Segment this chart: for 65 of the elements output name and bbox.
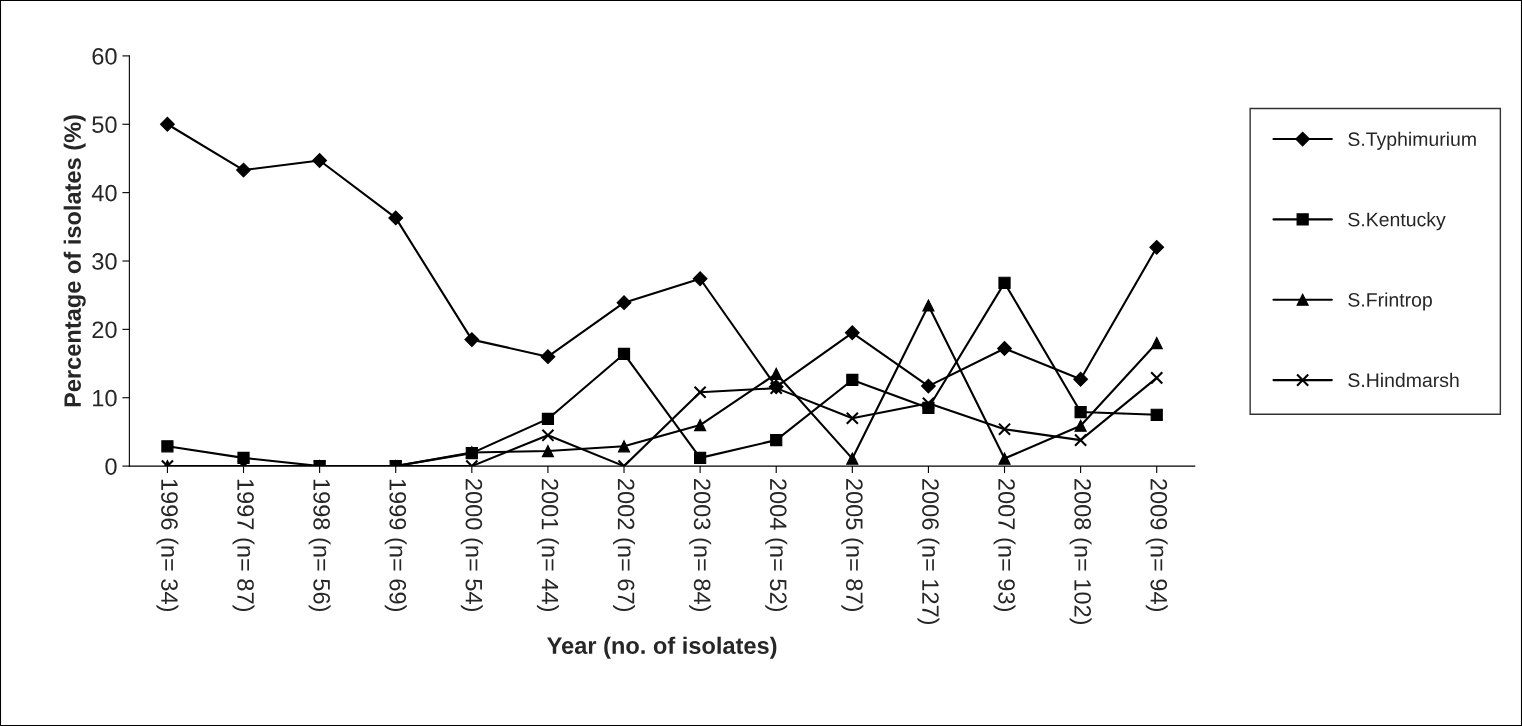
point [388, 210, 404, 226]
point [464, 332, 480, 348]
x-tick-label: 2009 (n= 94) [1145, 479, 1168, 611]
point [846, 373, 859, 387]
legend-label: S.Frintrop [1348, 292, 1432, 311]
x-tick-label: 2003 (n= 84) [689, 479, 712, 611]
point [616, 295, 632, 311]
point [997, 341, 1012, 356]
x-tick-label: 2008 (n= 102) [1069, 479, 1092, 625]
y-axis-title: Percentage of isolates (%) [63, 115, 86, 407]
point [1149, 239, 1165, 255]
x-tick-label: 1997 (n= 87) [232, 479, 255, 611]
point [541, 428, 555, 442]
point [541, 444, 555, 458]
point [692, 271, 708, 287]
legend-label: S.Kentucky [1348, 212, 1446, 231]
x-tick-label: 2001 (n= 44) [536, 479, 559, 611]
point [161, 440, 174, 453]
y-tick-label: 60 [92, 47, 117, 65]
y-tick-label: 20 [92, 321, 117, 339]
point [693, 385, 707, 399]
x-tick-label: 2006 (n= 127) [917, 479, 940, 625]
y-tick-label: 30 [92, 253, 117, 270]
point [921, 396, 936, 410]
y-tick-label: 50 [92, 116, 117, 134]
point [312, 153, 328, 168]
point [845, 411, 859, 425]
point [541, 412, 555, 426]
point [617, 347, 631, 361]
y-tick-label: 10 [93, 389, 117, 407]
x-tick-label: 2004 (n= 52) [765, 479, 788, 611]
point [617, 440, 631, 453]
point [1074, 433, 1088, 447]
legend-label: S.Hindmarsh [1348, 372, 1459, 388]
point [236, 162, 251, 178]
x-tick-label: 2002 (n= 67) [613, 479, 636, 611]
legend-label: S.Typhimurium [1348, 131, 1476, 150]
point [1073, 371, 1089, 387]
point [694, 451, 707, 464]
point [159, 116, 175, 132]
point [540, 349, 556, 365]
point [1150, 336, 1163, 350]
point [1150, 371, 1164, 385]
x-tick-label: 2005 (n= 87) [841, 479, 864, 611]
x-tick-label: 2007 (n= 93) [993, 479, 1016, 611]
x-tick-label: 1999 (n= 69) [384, 479, 407, 611]
point [998, 276, 1011, 289]
point [920, 378, 936, 394]
point [846, 452, 859, 465]
point [922, 299, 935, 312]
point [770, 434, 783, 447]
point [844, 325, 860, 341]
point [694, 418, 707, 432]
x-tick-label: 1998 (n= 56) [308, 479, 331, 611]
point [1074, 419, 1087, 432]
y-tick-label: 0 [105, 458, 117, 475]
x-tick-label: 1996 (n= 34) [156, 479, 179, 611]
point [1150, 408, 1163, 421]
point [997, 422, 1012, 436]
y-tick-label: 40 [91, 184, 117, 202]
point [998, 452, 1011, 465]
point [1074, 405, 1087, 419]
x-tick-label: 2000 (n= 54) [460, 479, 483, 611]
point [770, 367, 783, 380]
x-axis-title: Year (no. of isolates) [547, 636, 777, 659]
